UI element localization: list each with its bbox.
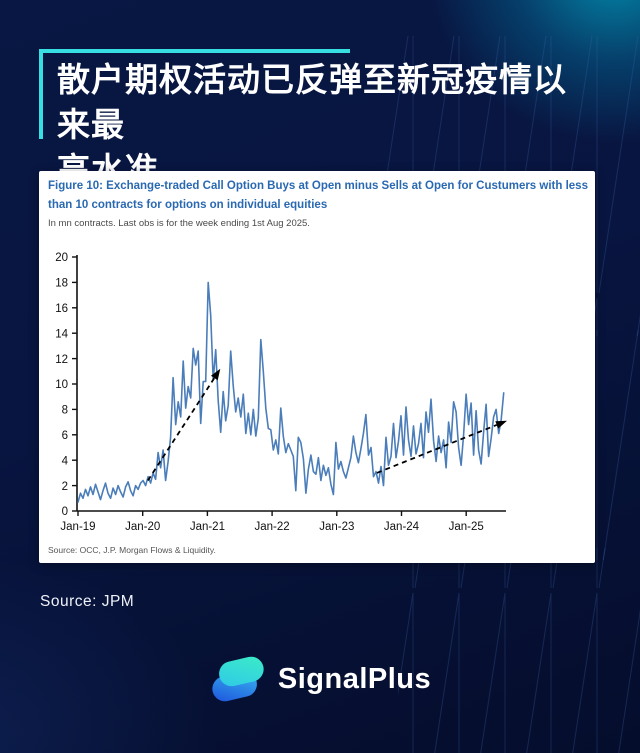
x-tick-label: Jan-20 — [125, 521, 160, 533]
x-tick-label: Jan-25 — [449, 521, 484, 533]
brand-name: SignalPlus — [277, 662, 432, 695]
y-tick-label: 18 — [55, 278, 68, 290]
figure-card: Figure 10: Exchange-traded Call Option B… — [39, 171, 595, 563]
x-tick-label: Jan-21 — [190, 521, 225, 533]
x-tick-label: Jan-24 — [384, 521, 420, 533]
x-tick-label: Jan-23 — [319, 521, 354, 533]
trend-arrow-line — [147, 377, 216, 482]
figure-title-line1: Figure 10: Exchange-traded Call Option B… — [48, 180, 588, 192]
y-tick-label: 12 — [55, 354, 68, 366]
figure-title-line2: than 10 contracts for options on individ… — [48, 199, 328, 211]
x-tick-label: Jan-22 — [255, 521, 290, 533]
signalplus-logo-icon — [212, 656, 264, 702]
logo-ribbon-top — [218, 656, 264, 687]
y-tick-label: 20 — [55, 252, 68, 264]
y-tick-label: 6 — [62, 430, 68, 442]
figure-title: Figure 10: Exchange-traded Call Option B… — [48, 177, 590, 215]
footer-source: Source: JPM — [40, 593, 135, 610]
figure-subtitle: In mn contracts. Last obs is for the wee… — [48, 218, 310, 229]
headline-line1: 散户期权活动已反弹至新冠疫情以来最 — [57, 61, 567, 143]
data-series-line — [77, 281, 505, 503]
line-chart: 0 2 4 6 8 10 12 14 16 18 20 Jan-19 Jan-20 Jan-21 Jan-2… — [55, 252, 507, 533]
headline-accent-top-bar — [39, 49, 350, 53]
headline-accent-left-bar — [39, 50, 43, 139]
pattern-band-right-edge — [588, 330, 640, 560]
y-tick-label: 4 — [62, 455, 69, 467]
y-tick-label: 14 — [55, 328, 68, 340]
pattern-band-bottom-right — [398, 548, 640, 753]
y-tick-label: 0 — [62, 506, 68, 518]
x-tick-label: Jan-19 — [60, 521, 95, 533]
y-tick-label: 10 — [55, 379, 68, 391]
y-tick-label: 16 — [55, 303, 68, 315]
headline-title: 散户期权活动已反弹至新冠疫情以来最 高水准 — [57, 57, 597, 192]
y-tick-label: 2 — [62, 481, 68, 493]
brand-lockup: SignalPlus — [0, 652, 640, 706]
figure-source-note: Source: OCC, J.P. Morgan Flows & Liquidi… — [48, 545, 216, 555]
trend-arrow-head — [211, 368, 221, 381]
trend-arrow-line — [376, 424, 498, 474]
trend-arrow-head — [495, 420, 507, 429]
y-tick-label: 8 — [62, 405, 68, 417]
